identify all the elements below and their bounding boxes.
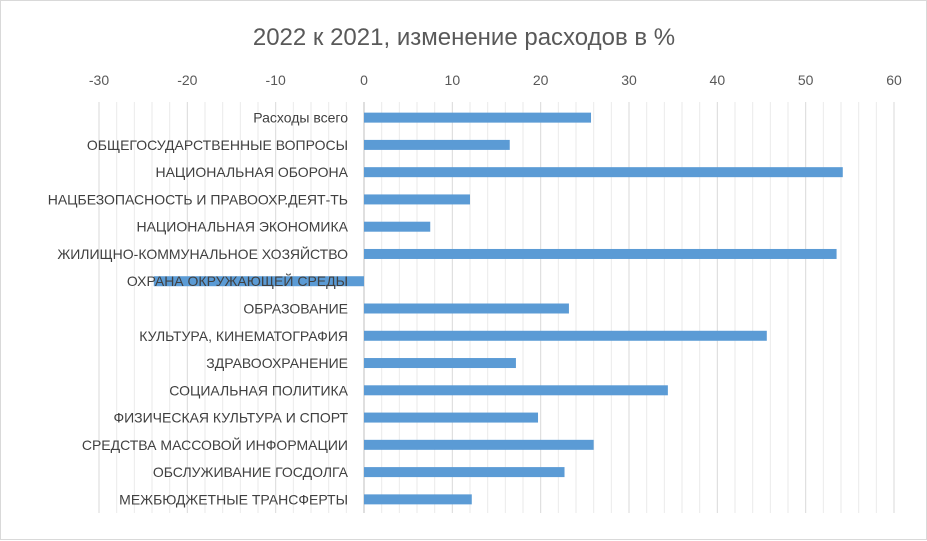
x-axis-ticks: -30 -20 -10 0 10 20 30 40 50 60 <box>89 72 902 88</box>
bar <box>153 276 364 287</box>
bar <box>364 467 565 478</box>
category-labels: Расходы всего ОБЩЕГОСУДАРСТВЕННЫЕ ВОПРОСЫ… <box>48 110 349 508</box>
bar <box>364 167 843 178</box>
category-label: ОХРАНА ОКРУЖАЮЩЕЙ СРЕДЫ <box>127 272 348 289</box>
bars <box>153 112 843 505</box>
category-label: НАЦИОНАЛЬНАЯ ОБОРОНА <box>155 164 348 180</box>
category-label: КУЛЬТУРА, КИНЕМАТОГРАФИЯ <box>139 328 348 344</box>
x-tick-label: 30 <box>621 72 637 88</box>
bar <box>364 385 668 396</box>
x-tick-label: -10 <box>266 72 286 88</box>
bar <box>364 194 470 205</box>
x-tick-label: 60 <box>886 72 902 88</box>
category-label: Расходы всего <box>253 110 348 126</box>
bar <box>364 494 472 505</box>
category-label: СОЦИАЛЬНАЯ ПОЛИТИКА <box>169 382 348 398</box>
bar <box>364 439 594 450</box>
category-label: ФИЗИЧЕСКАЯ КУЛЬТУРА И СПОРТ <box>113 410 348 426</box>
x-tick-label: 0 <box>360 72 368 88</box>
x-tick-label: -30 <box>89 72 109 88</box>
bar <box>364 139 510 150</box>
bar <box>364 221 431 232</box>
chart-title: 2022 к 2021, изменение расходов в % <box>253 24 675 51</box>
x-tick-label: -20 <box>177 72 197 88</box>
category-label: ЗДРАВООХРАНЕНИЕ <box>206 355 348 371</box>
category-label: ОБСЛУЖИВАНИЕ ГОСДОЛГА <box>153 464 349 480</box>
category-label: НАЦБЕЗОПАСНОСТЬ И ПРАВООХР.ДЕЯТ-ТЬ <box>48 191 348 207</box>
bar <box>364 248 837 259</box>
category-label: СРЕДСТВА МАССОВОЙ ИНФОРМАЦИИ <box>82 436 348 453</box>
bar <box>364 112 592 123</box>
x-tick-label: 40 <box>710 72 726 88</box>
bar <box>364 358 516 369</box>
bar <box>364 412 539 423</box>
category-label: ЖИЛИЩНО-КОММУНАЛЬНОЕ ХОЗЯЙСТВО <box>57 245 348 262</box>
bar <box>364 330 767 341</box>
bar <box>364 303 569 314</box>
x-tick-label: 10 <box>445 72 461 88</box>
category-label: ОБЩЕГОСУДАРСТВЕННЫЕ ВОПРОСЫ <box>87 137 348 153</box>
category-label: НАЦИОНАЛЬНАЯ ЭКОНОМИКА <box>136 219 348 235</box>
category-label: МЕЖБЮДЖЕТНЫЕ ТРАНСФЕРТЫ <box>119 491 348 507</box>
x-tick-label: 50 <box>798 72 814 88</box>
x-tick-label: 20 <box>533 72 549 88</box>
category-label: ОБРАЗОВАНИЕ <box>243 301 348 317</box>
